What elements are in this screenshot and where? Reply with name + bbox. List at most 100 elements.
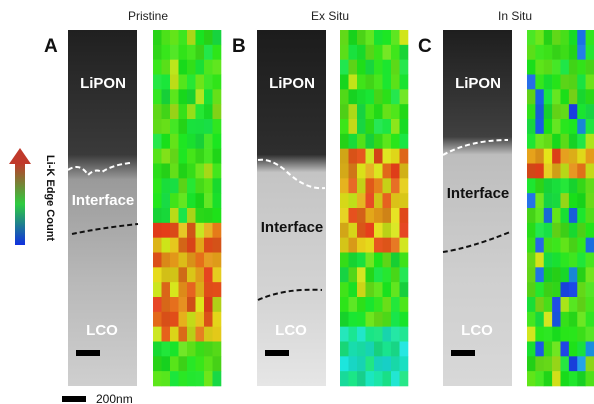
heatmap-cell xyxy=(153,238,162,253)
heatmap-cell xyxy=(153,327,162,342)
heatmap-cell xyxy=(577,356,586,371)
heatmap-cell xyxy=(349,149,358,164)
heatmap-cell xyxy=(569,327,578,342)
heatmap-cell xyxy=(391,60,400,75)
heatmap-cell xyxy=(586,119,594,134)
heatmap-cell xyxy=(586,104,594,119)
heatmap-cell xyxy=(535,282,544,297)
heatmap-cell xyxy=(527,193,536,208)
heatmap-cell xyxy=(544,134,553,149)
heatmap-cell xyxy=(196,60,205,75)
heatmap-cell xyxy=(213,119,222,134)
heatmap-cell xyxy=(349,119,358,134)
heatmap-cell xyxy=(349,89,358,104)
heatmap-cell xyxy=(187,312,196,327)
heatmap-cell xyxy=(366,60,375,75)
heatmap-cell xyxy=(374,164,383,179)
heatmap-cell xyxy=(544,238,553,253)
heatmap-cell xyxy=(357,356,366,371)
heatmap-cell xyxy=(586,134,594,149)
heatmap-cell xyxy=(187,30,196,45)
region-label: LCO xyxy=(275,322,307,339)
colorbar-arrow xyxy=(9,148,31,164)
heatmap-cell xyxy=(577,119,586,134)
heatmap-cell xyxy=(340,371,349,386)
heatmap-cell xyxy=(374,193,383,208)
heatmap-cell xyxy=(527,178,536,193)
heatmap-cell xyxy=(577,238,586,253)
heatmap-cell xyxy=(400,312,409,327)
heatmap-cell xyxy=(391,45,400,60)
heatmap-cell xyxy=(349,342,358,357)
heatmap-cell xyxy=(204,104,213,119)
heatmap-cell xyxy=(204,342,213,357)
heatmap-cell xyxy=(187,75,196,90)
heatmap-cell xyxy=(586,371,594,386)
heatmap-cell xyxy=(577,104,586,119)
heatmap-cell xyxy=(179,30,188,45)
heatmap-cell xyxy=(577,75,586,90)
heatmap-cell xyxy=(569,60,578,75)
inner-scale-bar xyxy=(76,350,100,356)
heatmap-cell xyxy=(213,149,222,164)
heatmap-cell xyxy=(586,149,594,164)
heatmap-cell xyxy=(569,178,578,193)
heatmap-cell xyxy=(170,178,179,193)
heatmap-cell xyxy=(187,60,196,75)
heatmap-cell xyxy=(391,208,400,223)
heatmap-cell xyxy=(544,75,553,90)
heatmap-cell xyxy=(366,253,375,268)
heatmap-cell xyxy=(204,119,213,134)
heatmap-cell xyxy=(400,119,409,134)
heatmap-cell xyxy=(170,104,179,119)
heatmap-cell xyxy=(374,312,383,327)
heatmap-cell xyxy=(179,327,188,342)
heatmap-cell xyxy=(577,149,586,164)
heatmap-cell xyxy=(340,282,349,297)
heatmap-cell xyxy=(340,342,349,357)
heatmap-cell xyxy=(391,297,400,312)
heatmap-cell xyxy=(544,164,553,179)
heatmap-cell xyxy=(586,223,594,238)
heatmap-cell xyxy=(552,60,561,75)
heatmap-cell xyxy=(366,193,375,208)
heatmap-cell xyxy=(204,89,213,104)
heatmap-cell xyxy=(170,134,179,149)
heatmap-cell xyxy=(196,253,205,268)
heatmap-cell xyxy=(366,164,375,179)
heatmap-cell xyxy=(400,282,409,297)
heatmap-cell xyxy=(391,253,400,268)
heatmap-cell xyxy=(586,327,594,342)
heatmap-cell xyxy=(357,75,366,90)
heatmap-cell xyxy=(552,253,561,268)
heatmap-cell xyxy=(162,327,171,342)
heatmap-cell xyxy=(561,282,570,297)
heatmap-cell xyxy=(374,267,383,282)
heatmap-cell xyxy=(374,119,383,134)
heatmap-cell xyxy=(153,208,162,223)
heatmap-cell xyxy=(527,30,536,45)
heatmap-cell xyxy=(170,282,179,297)
heatmap-cell xyxy=(366,208,375,223)
heatmap-cell xyxy=(544,282,553,297)
heatmap-cell xyxy=(552,164,561,179)
heatmap-cell xyxy=(153,89,162,104)
heatmap-cell xyxy=(535,312,544,327)
heatmap-cell xyxy=(561,267,570,282)
heatmap-cell xyxy=(577,208,586,223)
heatmap-cell xyxy=(569,253,578,268)
heatmap-cell xyxy=(366,89,375,104)
heatmap-cell xyxy=(535,89,544,104)
heatmap-cell xyxy=(552,223,561,238)
heatmap-cell xyxy=(383,371,392,386)
heatmap-cell xyxy=(153,149,162,164)
heatmap-cell xyxy=(170,223,179,238)
heatmap-cell xyxy=(204,164,213,179)
heatmap-cell xyxy=(544,60,553,75)
heatmap-cell xyxy=(196,75,205,90)
heatmap-cell xyxy=(187,45,196,60)
heatmap-cell xyxy=(357,327,366,342)
heatmap-cell xyxy=(561,45,570,60)
heatmap-cell xyxy=(527,164,536,179)
heatmap-cell xyxy=(535,208,544,223)
